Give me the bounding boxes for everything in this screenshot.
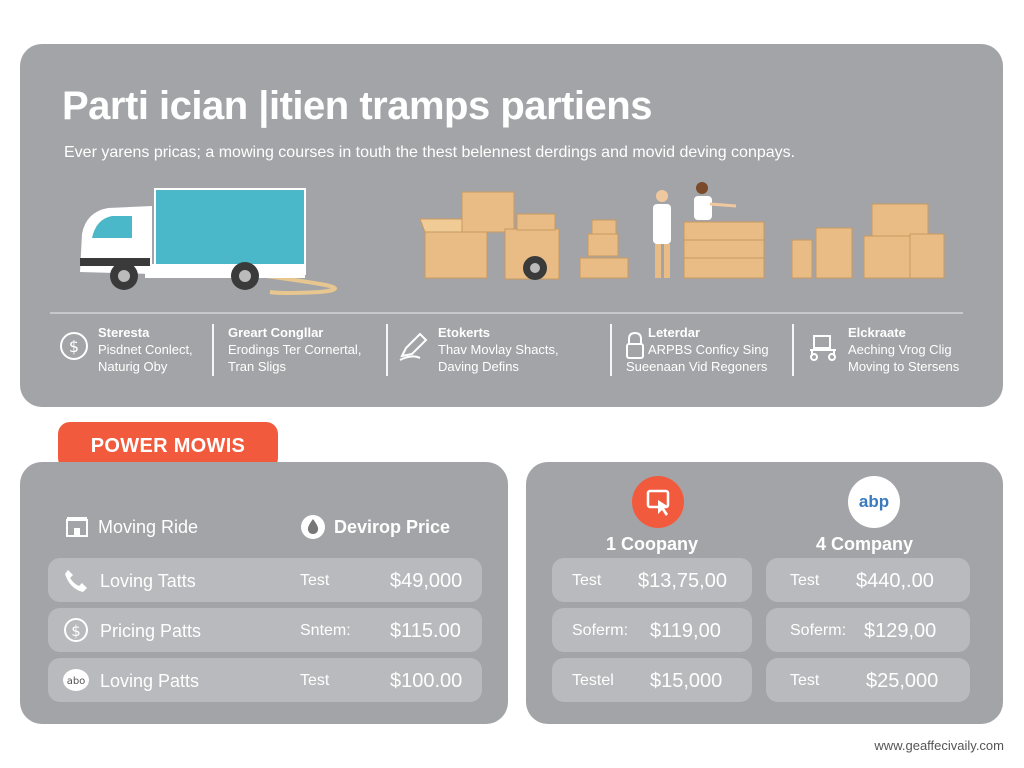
workers-icon xyxy=(653,182,765,279)
feature-line: ARPBS Conficy Sing xyxy=(648,342,769,357)
table-row[interactable]: Soferm: $129,00 xyxy=(766,608,970,652)
row-type: Sntem: xyxy=(300,622,351,639)
building-icon xyxy=(66,517,88,537)
table-row[interactable]: $ Pricing Patts Sntem: $115.00 xyxy=(48,608,482,652)
feature-line: Tran Sligs xyxy=(228,359,287,374)
feature-line: Erodings Ter Cornertal, xyxy=(228,342,362,357)
svg-text:$: $ xyxy=(69,337,79,356)
table-row[interactable]: Test $13,75,00 xyxy=(552,558,752,602)
row-type: Test xyxy=(790,672,820,689)
row-type: Test xyxy=(572,572,602,589)
company-logo-text: abp xyxy=(858,492,890,511)
company-title: 4 Company xyxy=(816,534,914,554)
row-label: Pricing Patts xyxy=(100,621,202,641)
svg-text:abo: abo xyxy=(67,676,86,687)
lock-icon xyxy=(626,331,644,359)
row-type: Test xyxy=(790,572,820,589)
svg-text:$: $ xyxy=(71,622,81,640)
moving-illustration xyxy=(80,182,945,295)
row-type: Test xyxy=(300,672,330,689)
table-row[interactable]: Test $440,.00 xyxy=(766,558,970,602)
column-header-moving-ride: Moving Ride xyxy=(64,514,198,540)
row-price: $119,00 xyxy=(650,620,721,642)
feature-separator xyxy=(792,324,794,376)
stacked-boxes-icon xyxy=(791,203,945,279)
dollar-icon: $ xyxy=(64,618,88,642)
row-price: $15,000 xyxy=(650,670,723,692)
feature-heading: Elckraate xyxy=(848,325,906,340)
row-price: $100.00 xyxy=(390,670,463,692)
row-price: $13,75,00 xyxy=(638,570,727,592)
feature-heading: Etokerts xyxy=(438,325,491,340)
row-label: Loving Tatts xyxy=(100,571,196,591)
row-price: $129,00 xyxy=(864,620,937,642)
feature-line: Daving Defins xyxy=(438,359,519,374)
feature-line: Pisdnet Conlect, xyxy=(98,342,193,357)
drop-icon xyxy=(301,515,325,539)
row-price: $440,.00 xyxy=(856,570,934,592)
feature-heading: Steresta xyxy=(98,325,150,340)
pricing-panel: Moving Ride Devirop Price Loving Tatts T… xyxy=(20,462,508,724)
table-row[interactable]: Loving Tatts Test $49,000 xyxy=(48,558,482,602)
boxes-icon xyxy=(419,191,629,280)
abp-logo-icon: abo xyxy=(63,669,89,691)
table-row[interactable]: Soferm: $119,00 xyxy=(552,608,752,652)
shield-icon: $ xyxy=(60,332,88,360)
phone-icon xyxy=(65,570,87,592)
column-header-price: Devirop Price xyxy=(300,514,450,540)
row-label: Loving Patts xyxy=(100,671,200,691)
hero-subtitle: Ever yarens pricas; a mowing courses in … xyxy=(64,144,796,161)
hero-title: Parti ician |itien tramps partiens xyxy=(62,84,652,128)
feature-heading: Leterdar xyxy=(648,325,701,340)
company-comparison-panel: 1 Coopany Test $13,75,00 Soferm: $119,00… xyxy=(526,462,1003,724)
truck-icon xyxy=(80,188,337,295)
table-row[interactable]: Testel $15,000 xyxy=(552,658,752,702)
hero-divider xyxy=(50,312,963,314)
cursor-click-icon xyxy=(632,476,684,528)
feature-line: Naturig Oby xyxy=(98,359,168,374)
feature-strip: $ Steresta Pisdnet Conlect, Naturig Oby … xyxy=(58,324,988,384)
row-type: Soferm: xyxy=(790,622,847,639)
company-title: 1 Coopany xyxy=(606,534,699,554)
feature-line: Thav Movlay Shacts, xyxy=(438,342,559,357)
feature-line: Moving to Stersens xyxy=(848,359,960,374)
row-price: $25,000 xyxy=(866,670,939,692)
pen-icon xyxy=(399,332,428,361)
row-type: Testel xyxy=(572,672,614,689)
abp-logo-icon: abp xyxy=(848,476,900,528)
feature-line: Aeching Vrog Clig xyxy=(848,342,952,357)
row-type: Test xyxy=(300,572,330,589)
feature-separator xyxy=(212,324,214,376)
feature-heading: Greart Congllar xyxy=(228,325,324,340)
feature-separator xyxy=(610,324,612,376)
table-row[interactable]: Test $25,000 xyxy=(766,658,970,702)
watermark: www.geaffecivaily.com xyxy=(874,738,1004,753)
dolly-icon xyxy=(810,335,836,361)
row-price: $49,000 xyxy=(390,570,463,592)
row-type: Soferm: xyxy=(572,622,629,639)
feature-separator xyxy=(386,324,388,376)
table-row[interactable]: abo Loving Patts Test $100.00 xyxy=(48,658,482,702)
row-price: $115.00 xyxy=(390,620,461,642)
feature-line: Sueenaan Vid Regoners xyxy=(626,359,768,374)
hero-banner: Parti ician |itien tramps partiens Ever … xyxy=(20,44,1003,407)
